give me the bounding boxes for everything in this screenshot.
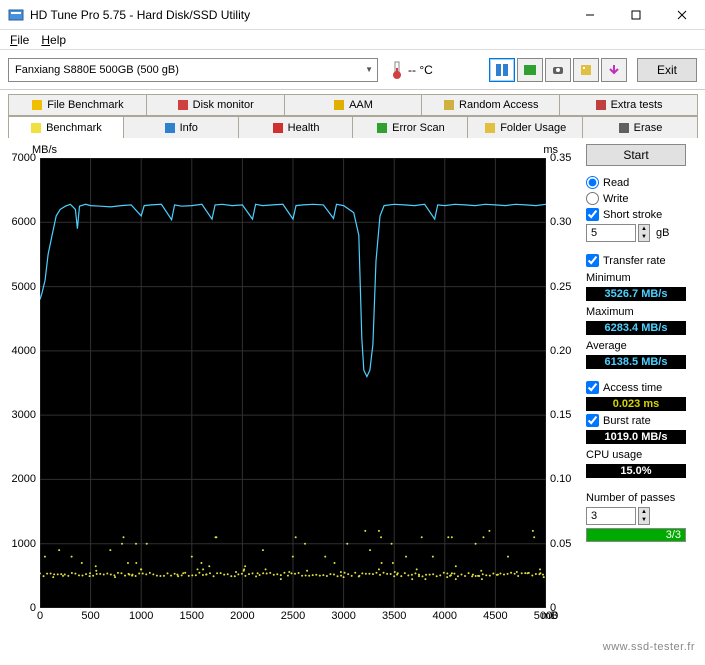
burst-value: 1019.0 MB/s — [586, 430, 686, 444]
passes-input[interactable] — [586, 507, 636, 525]
avg-value: 6138.5 MB/s — [586, 355, 686, 369]
menu-file[interactable]: File — [4, 31, 35, 49]
side-panel: Start Read Write Short stroke ▲▼ gB Tran… — [586, 144, 686, 624]
benchmark-chart: MB/s ms 70006000500040003000200010000 0.… — [8, 144, 578, 624]
toolbar: Fanxiang S880E 500GB (500 gB) ▼ -- °C Ex… — [0, 50, 705, 90]
cpu-label: CPU usage — [586, 449, 686, 461]
toolbar-icon-2[interactable] — [517, 58, 543, 82]
close-button[interactable] — [659, 0, 705, 30]
chevron-down-icon: ▼ — [365, 65, 373, 74]
tab-health[interactable]: Health — [238, 116, 354, 138]
passes-spinner[interactable]: ▲▼ — [638, 507, 650, 525]
toolbar-icon-1[interactable] — [489, 58, 515, 82]
passes-label: Number of passes — [586, 492, 686, 504]
tab-disk-monitor[interactable]: Disk monitor — [146, 94, 285, 116]
min-value: 3526.7 MB/s — [586, 287, 686, 301]
read-radio[interactable]: Read — [586, 176, 686, 189]
progress-bar: 3/3 — [586, 528, 686, 542]
toolbar-icon-3[interactable] — [545, 58, 571, 82]
drive-select[interactable]: Fanxiang S880E 500GB (500 gB) ▼ — [8, 58, 378, 82]
access-time-check[interactable]: Access time — [586, 381, 686, 394]
tab-benchmark[interactable]: Benchmark — [8, 116, 124, 138]
start-button[interactable]: Start — [586, 144, 686, 166]
menubar: File Help — [0, 30, 705, 50]
max-value: 6283.4 MB/s — [586, 321, 686, 335]
stroke-spinner[interactable]: ▲▼ — [638, 224, 650, 242]
transfer-rate-check[interactable]: Transfer rate — [586, 254, 686, 267]
tabs: File BenchmarkDisk monitorAAMRandom Acce… — [0, 90, 705, 138]
watermark: www.ssd-tester.fr — [603, 641, 695, 653]
tab-extra-tests[interactable]: Extra tests — [559, 94, 698, 116]
menu-help[interactable]: Help — [35, 31, 72, 49]
minimize-button[interactable] — [567, 0, 613, 30]
stroke-input[interactable] — [586, 224, 636, 242]
x-ticks: 0500100015002000250030003500400045005000 — [40, 610, 546, 624]
window-title: HD Tune Pro 5.75 - Hard Disk/SSD Utility — [30, 8, 567, 22]
min-label: Minimum — [586, 272, 686, 284]
drive-select-value: Fanxiang S880E 500GB (500 gB) — [15, 64, 179, 76]
tab-folder-usage[interactable]: Folder Usage — [467, 116, 583, 138]
temperature-display: -- °C — [390, 60, 433, 80]
tab-aam[interactable]: AAM — [284, 94, 423, 116]
thermometer-icon — [390, 60, 404, 80]
tab-error-scan[interactable]: Error Scan — [352, 116, 468, 138]
tab-erase[interactable]: Erase — [582, 116, 698, 138]
window-controls — [567, 0, 705, 29]
temperature-value: -- °C — [408, 63, 433, 77]
cpu-value: 15.0% — [586, 464, 686, 478]
chart-plot — [40, 158, 546, 608]
exit-button[interactable]: Exit — [637, 58, 697, 82]
stroke-unit: gB — [656, 227, 669, 239]
progress-text: 3/3 — [666, 529, 681, 541]
toolbar-icon-4[interactable] — [573, 58, 599, 82]
y-left-ticks: 70006000500040003000200010000 — [8, 158, 38, 608]
max-label: Maximum — [586, 306, 686, 318]
tab-file-benchmark[interactable]: File Benchmark — [8, 94, 147, 116]
burst-rate-check[interactable]: Burst rate — [586, 414, 686, 427]
y-right-ticks: 0.350.300.250.200.150.100.050 — [548, 158, 578, 608]
x-axis-label: mB — [542, 610, 559, 622]
access-value: 0.023 ms — [586, 397, 686, 411]
titlebar: HD Tune Pro 5.75 - Hard Disk/SSD Utility — [0, 0, 705, 30]
toolbar-icon-5[interactable] — [601, 58, 627, 82]
short-stroke-check[interactable]: Short stroke — [586, 208, 686, 221]
app-icon — [8, 7, 24, 23]
tab-info[interactable]: Info — [123, 116, 239, 138]
maximize-button[interactable] — [613, 0, 659, 30]
write-radio[interactable]: Write — [586, 192, 686, 205]
avg-label: Average — [586, 340, 686, 352]
tab-random-access[interactable]: Random Access — [421, 94, 560, 116]
